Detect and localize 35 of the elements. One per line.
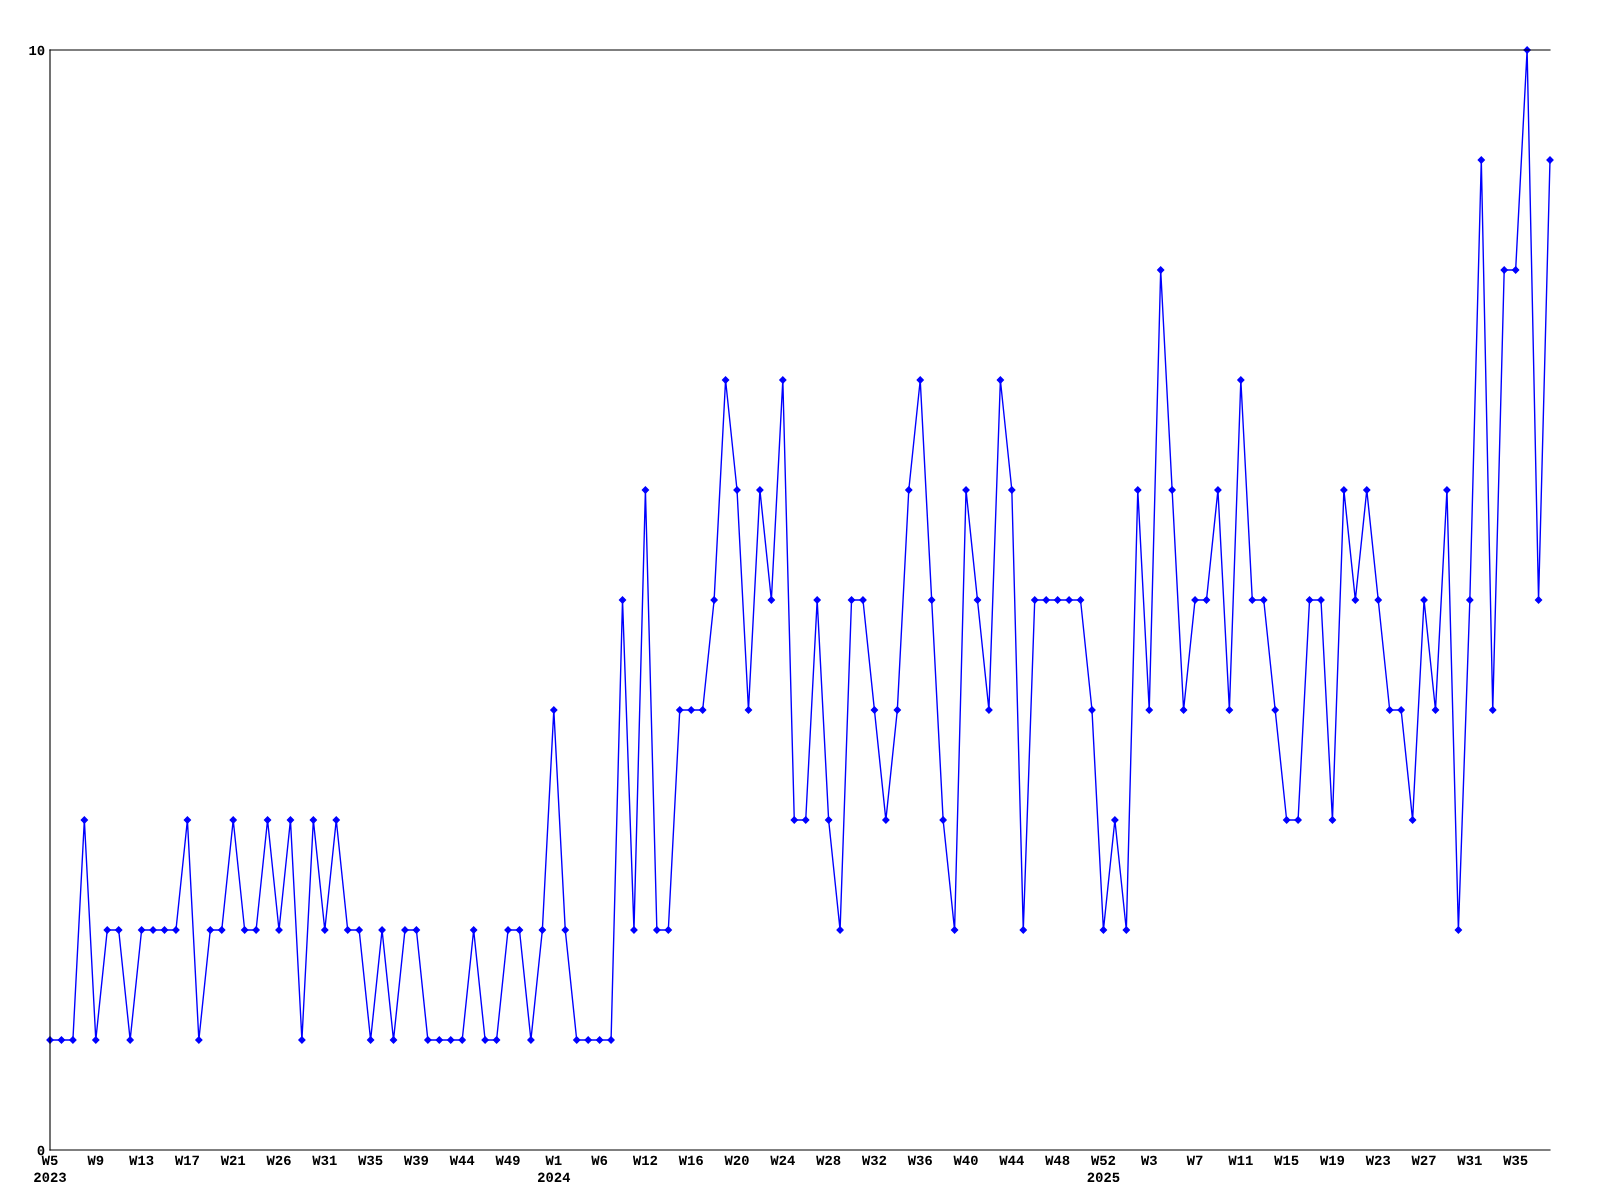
x-tick-label: W26 — [266, 1155, 291, 1166]
x-tick-label: W44 — [999, 1155, 1024, 1165]
x-tick-label: W16 — [678, 1155, 703, 1166]
x-tick-label: W3 — [1140, 1155, 1157, 1166]
x-tick-label: W21 — [220, 1155, 246, 1165]
x-tick-label: W27 — [1411, 1155, 1436, 1165]
x-tick-label: W35 — [1503, 1155, 1528, 1166]
x-tick-label: W24 — [770, 1155, 795, 1165]
x-tick-label: W5 2023 — [34, 1155, 66, 1183]
y-tick-label: 0 — [37, 1145, 45, 1156]
x-tick-label: W31 — [1457, 1155, 1482, 1166]
y-tick-label: 10 — [29, 45, 45, 56]
x-tick-label: W12 — [632, 1155, 658, 1165]
x-tick-label: W28 — [816, 1155, 841, 1166]
x-tick-label: W35 — [358, 1155, 383, 1166]
x-tick-label: W20 — [724, 1155, 749, 1166]
x-tick-label: W23 — [1365, 1155, 1391, 1166]
x-tick-label: W17 — [174, 1155, 199, 1165]
x-tick-label: W6 — [591, 1155, 608, 1166]
x-tick-label: W7 — [1186, 1155, 1203, 1165]
x-tick-label: W1 2024 — [537, 1155, 571, 1183]
x-tick-label: W31 — [312, 1155, 337, 1166]
x-tick-label: W52 2025 — [1087, 1155, 1120, 1183]
x-tick-label: W32 — [861, 1155, 887, 1166]
x-tick-label: W9 — [87, 1155, 104, 1166]
x-tick-label: W15 — [1274, 1155, 1299, 1166]
x-tick-label: W40 — [953, 1155, 978, 1166]
x-tick-label: W11 — [1228, 1155, 1253, 1165]
x-tick-label: W44 — [449, 1155, 475, 1165]
x-tick-label: W48 — [1045, 1155, 1070, 1166]
x-tick-label: W19 — [1319, 1155, 1345, 1166]
x-tick-label: W39 — [403, 1155, 429, 1166]
x-tick-label: W49 — [495, 1155, 520, 1166]
x-tick-label: W13 — [129, 1155, 154, 1166]
x-tick-label: W36 — [907, 1155, 932, 1166]
